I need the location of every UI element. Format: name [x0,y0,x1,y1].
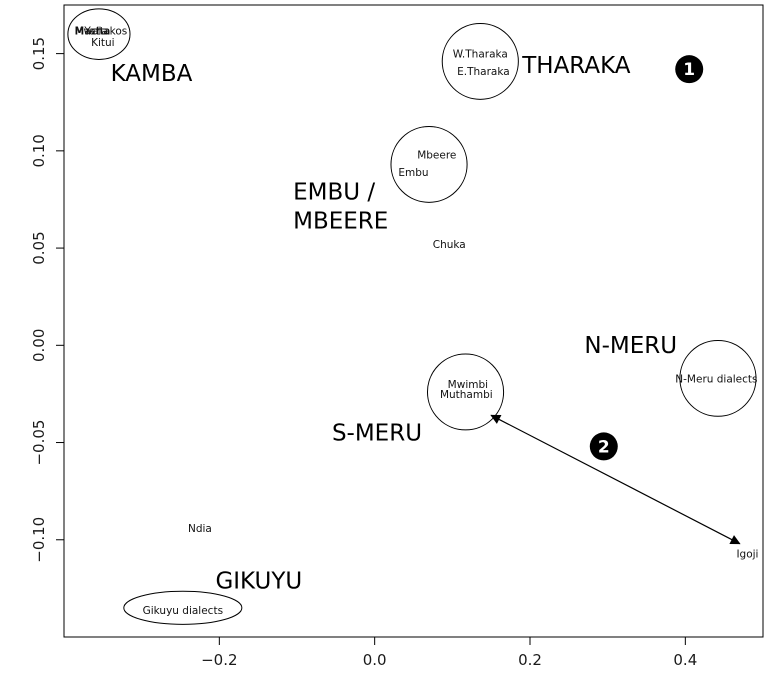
point-label: Igoji [736,548,758,560]
x-tick-label: 0.2 [518,651,542,669]
cluster-circles [67,8,757,625]
badge-number: 1 [683,60,695,80]
y-axis: −0.10 −0.05 0.00 0.05 0.10 0.15 [30,37,64,563]
y-tick-label: 0.00 [30,329,48,362]
badge-number: 2 [598,437,610,457]
plot-frame [63,4,764,638]
x-tick-label: 0.4 [673,651,697,669]
point-label: Mbeere [417,150,456,162]
y-tick-label: −0.10 [30,517,48,563]
callout-badges: 12 [589,55,704,461]
arrow-line [490,414,741,545]
x-tick-label: −0.2 [201,651,237,669]
cluster-circle [441,22,519,100]
group-label: KAMBA [111,61,193,87]
cluster-circle [426,353,505,431]
group-label: THARAKA [521,53,631,79]
point-label: Gikuyu dialects [143,605,223,617]
x-axis: −0.2 0.0 0.2 0.4 [201,637,697,669]
group-label: EMBU / [293,179,375,205]
point-label: W.Tharaka [453,49,508,61]
group-label: N-MERU [584,333,677,359]
point-label: Mwala [74,25,107,37]
group-labels: KAMBA THARAKA EMBU / MBEERE N-MERU S-MERU GIKU… [111,53,677,594]
point-label: E.Tharaka [457,66,510,78]
point-label: N-Meru dialects [675,373,757,385]
point-label: Muthambi [440,389,493,401]
group-label: GIKUYU [215,568,302,594]
y-tick-label: 0.10 [30,134,48,167]
cluster-circle [123,590,243,625]
distance-arrow [490,414,741,545]
point-label: Embu [398,167,428,179]
point-label: Mwimbi [448,379,488,391]
point-label: Ndia [188,523,212,535]
point-label: Kitui [91,37,115,49]
badge-circle [589,432,618,461]
group-label: S-MERU [332,421,422,447]
y-tick-label: 0.15 [30,37,48,70]
point-label: Chuka [433,239,466,251]
badge-circle [675,55,704,84]
point-label: Yatta [83,25,110,37]
point-label: Machakos [75,25,127,37]
x-tick-label: 0.0 [363,651,387,669]
cluster-circle [390,126,468,203]
group-label: MBEERE [293,209,388,235]
y-tick-label: −0.05 [30,420,48,466]
cluster-circle [67,8,131,60]
y-tick-label: 0.05 [30,231,48,264]
